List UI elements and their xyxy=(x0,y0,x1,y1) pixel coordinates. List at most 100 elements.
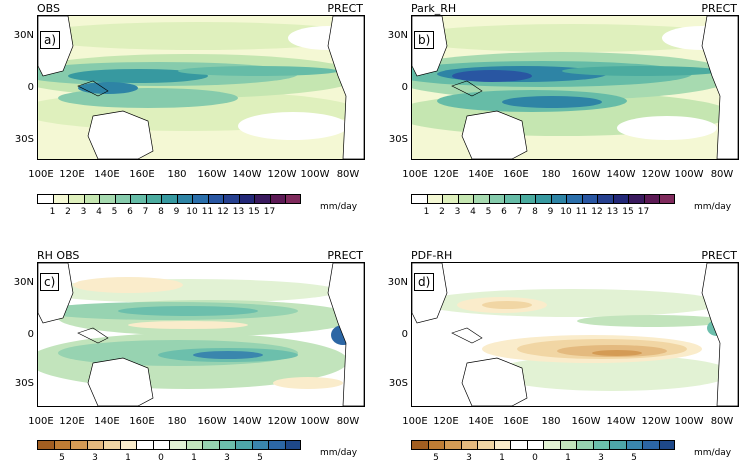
colorbar-swatch xyxy=(543,440,560,450)
panel-d-xtick: 80W xyxy=(710,416,734,427)
panel-d-ytick-30s: 30S xyxy=(388,378,408,389)
colorbar-swatch xyxy=(442,194,458,204)
colorbar-swatch xyxy=(218,440,235,450)
colorbar-b xyxy=(411,194,675,204)
panel-a-xtick: 160W xyxy=(197,169,227,180)
colorbar-swatch xyxy=(576,440,593,450)
colorbar-swatch xyxy=(223,194,239,204)
colorbar-swatch xyxy=(597,194,613,204)
panel-a-xtick: 160E xyxy=(129,169,155,180)
panel-b-xtick: 180 xyxy=(541,169,561,180)
panel-b-ytick-0: 0 xyxy=(401,82,408,93)
colorbar-swatch xyxy=(285,194,301,204)
map-panel-a xyxy=(37,15,365,160)
panel-b-variable: PRECT xyxy=(701,2,737,15)
colorbar-swatch xyxy=(68,194,84,204)
colorbar-d xyxy=(411,440,675,450)
colorbar-tick-label: 11 xyxy=(201,207,214,217)
panel-b-xtick: 160W xyxy=(571,169,601,180)
panel-d-xtick: 100E xyxy=(402,416,428,427)
colorbar-a xyxy=(37,194,301,204)
colorbar-swatch xyxy=(535,194,551,204)
panel-d-title: PDF-RH xyxy=(411,249,453,262)
colorbar-tick-label: 1 xyxy=(191,453,197,463)
map-panel-d xyxy=(411,262,739,407)
panel-d-xtick: 160W xyxy=(571,416,601,427)
colorbar-swatch xyxy=(427,440,444,450)
panel-d-xtick: 140E xyxy=(468,416,494,427)
panel-a-xtick: 180 xyxy=(167,169,187,180)
colorbar-swatch xyxy=(119,440,136,450)
panel-c-xtick: 80W xyxy=(336,416,360,427)
colorbar-tick-label: 13 xyxy=(232,207,245,217)
panel-b-label: b) xyxy=(414,31,435,49)
colorbar-swatch xyxy=(152,440,169,450)
colorbar-tick-label: 7 xyxy=(516,207,523,217)
panel-a-xtick: 140W xyxy=(232,169,262,180)
colorbar-c xyxy=(37,440,301,450)
colorbar-swatch xyxy=(207,194,223,204)
colorbar-tick-label: 1 xyxy=(499,453,505,463)
colorbar-tick-label: 5 xyxy=(59,453,65,463)
panel-c-xtick: 120E xyxy=(59,416,85,427)
colorbar-tick-label: 15 xyxy=(622,207,634,217)
colorbar-swatch xyxy=(269,194,285,204)
panel-d-xtick: 160E xyxy=(503,416,529,427)
map-c-svg xyxy=(38,263,364,406)
colorbar-swatch xyxy=(114,194,130,204)
colorbar-tick-label: 5 xyxy=(631,453,637,463)
colorbar-swatch xyxy=(612,194,628,204)
panel-c-xtick: 160E xyxy=(129,416,155,427)
colorbar-tick-label: 4 xyxy=(96,207,102,217)
colorbar-swatch xyxy=(284,440,301,450)
panel-c-xtick: 100W xyxy=(300,416,330,427)
colorbar-swatch xyxy=(460,440,477,450)
panel-c-ytick-30s: 30S xyxy=(14,378,34,389)
colorbar-swatch xyxy=(550,194,566,204)
colorbar-swatch xyxy=(426,194,442,204)
colorbar-swatch xyxy=(161,194,177,204)
panel-d-xtick: 120W xyxy=(641,416,671,427)
map-d-svg xyxy=(412,263,738,406)
colorbar-a-units: mm/day xyxy=(320,202,358,212)
colorbar-tick-label: 5 xyxy=(257,453,263,463)
panel-c-ytick-0: 0 xyxy=(27,329,34,340)
colorbar-swatch xyxy=(37,440,54,450)
colorbar-swatch xyxy=(169,440,186,450)
colorbar-swatch xyxy=(628,194,644,204)
panel-a-ytick-30n: 30N xyxy=(13,30,34,41)
colorbar-tick-label: 17 xyxy=(637,207,650,217)
colorbar-tick-label: 3 xyxy=(454,207,461,217)
panel-d-ytick-30n: 30N xyxy=(387,277,408,288)
map-b-svg xyxy=(412,16,738,159)
colorbar-b-units: mm/day xyxy=(694,202,732,212)
colorbar-tick-label: 4 xyxy=(470,207,476,217)
panel-a-xtick: 100W xyxy=(300,169,330,180)
colorbar-tick-label: 15 xyxy=(248,207,260,217)
panel-d-xtick: 140W xyxy=(606,416,636,427)
colorbar-tick-label: 0 xyxy=(158,453,164,463)
panel-c-label: c) xyxy=(40,273,60,291)
colorbar-swatch xyxy=(53,440,70,450)
panel-c-xtick: 140E xyxy=(94,416,120,427)
colorbar-swatch xyxy=(411,440,428,450)
panel-a-xtick: 100E xyxy=(28,169,54,180)
colorbar-tick-label: 17 xyxy=(263,207,276,217)
colorbar-swatch xyxy=(202,440,219,450)
colorbar-swatch xyxy=(70,440,87,450)
map-panel-b xyxy=(411,15,739,160)
panel-b-xtick: 100W xyxy=(674,169,704,180)
panel-c-xtick: 100E xyxy=(28,416,54,427)
colorbar-tick-label: 8 xyxy=(532,207,538,217)
panel-a-xtick: 140E xyxy=(94,169,120,180)
panel-b-title: Park_RH xyxy=(411,2,457,15)
colorbar-swatch xyxy=(235,440,252,450)
colorbar-tick-label: 3 xyxy=(224,453,230,463)
colorbar-c-units: mm/day xyxy=(320,448,358,458)
colorbar-tick-label: 9 xyxy=(547,207,554,217)
panel-a-ytick-30s: 30S xyxy=(14,134,34,145)
panel-c-ytick-30n: 30N xyxy=(13,277,34,288)
colorbar-tick-label: 5 xyxy=(485,207,492,217)
colorbar-swatch xyxy=(493,440,510,450)
colorbar-swatch xyxy=(559,440,576,450)
